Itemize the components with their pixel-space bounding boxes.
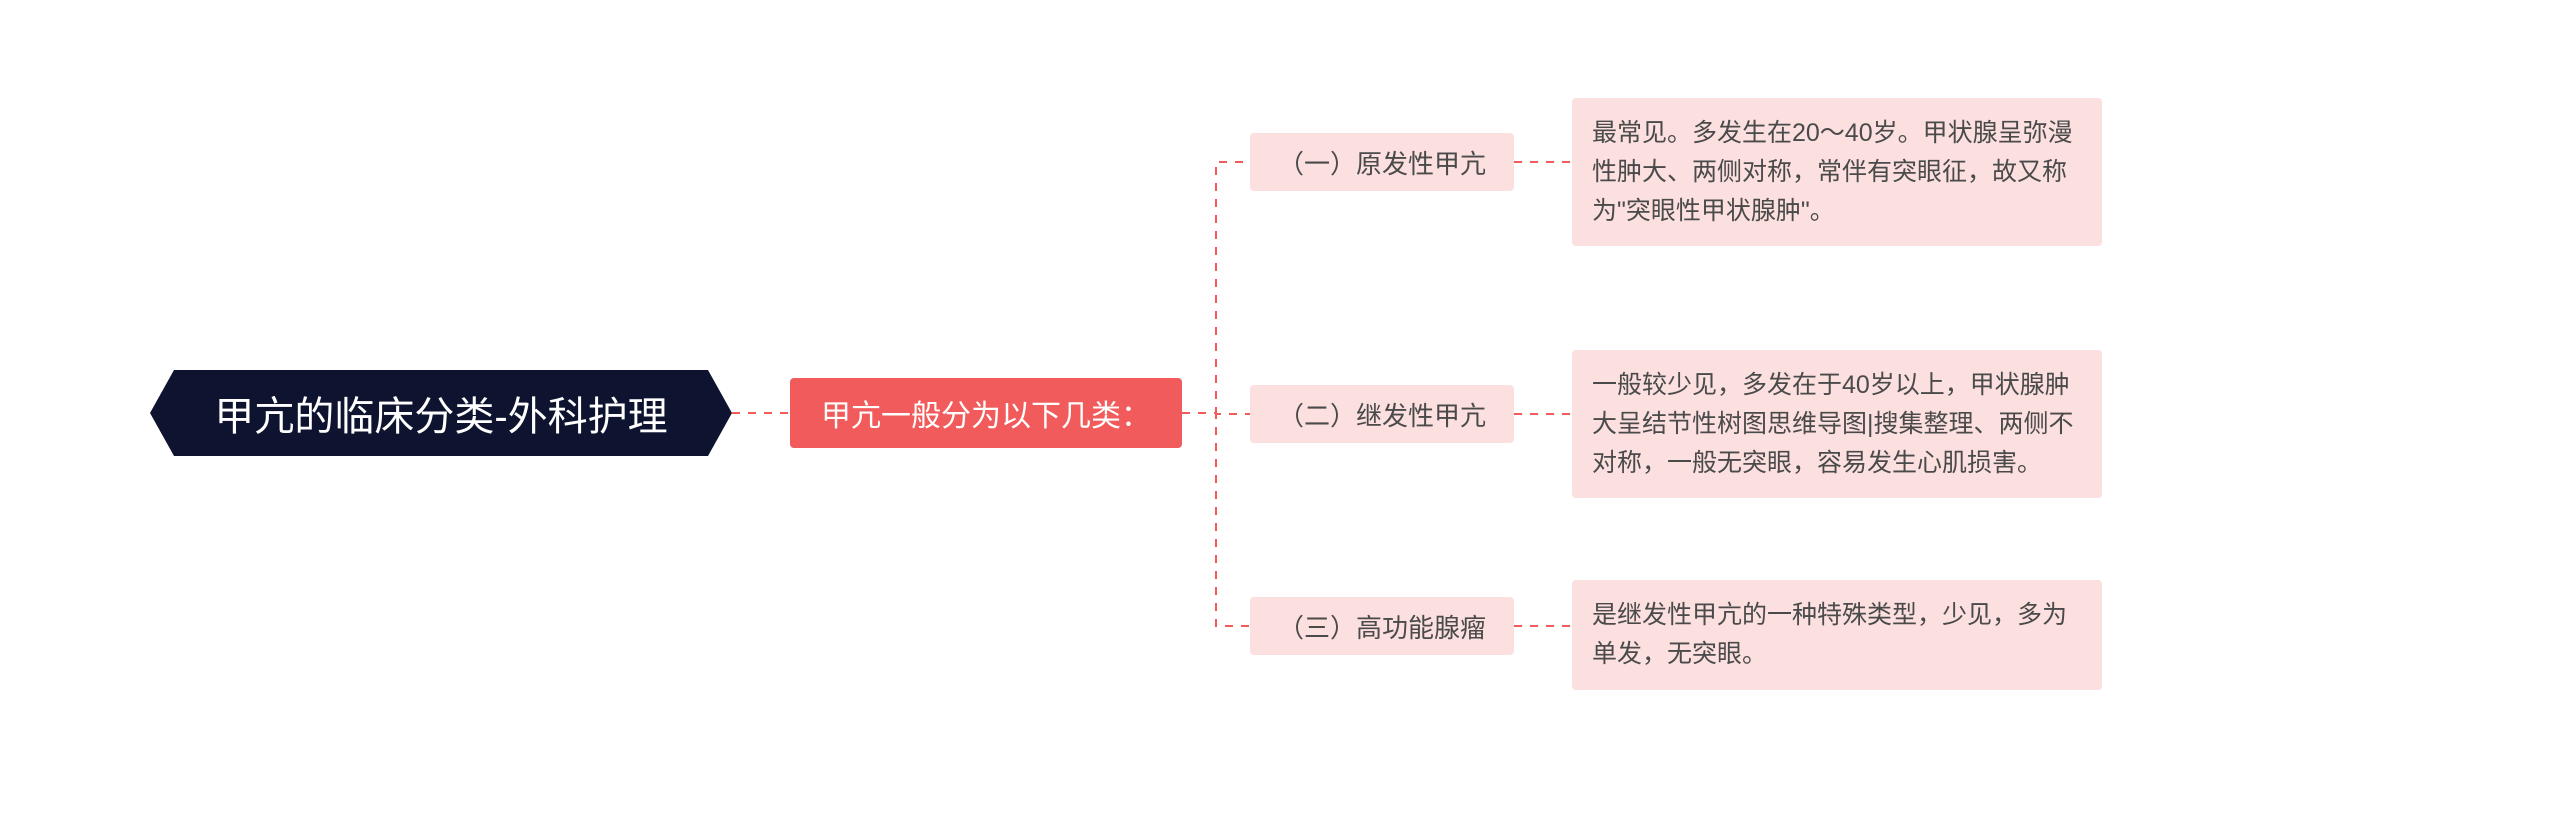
level2-label: （一）原发性甲亢 [1278,144,1486,181]
level2-node: （三）高功能腺瘤 [1250,597,1514,655]
level2-node: （二）继发性甲亢 [1250,385,1514,443]
level2-node: （一）原发性甲亢 [1250,133,1514,191]
level3-label: 最常见。多发生在20～40岁。甲状腺呈弥漫性肿大、两侧对称，常伴有突眼征，故又称… [1592,114,2082,230]
level3-node: 最常见。多发生在20～40岁。甲状腺呈弥漫性肿大、两侧对称，常伴有突眼征，故又称… [1572,98,2102,246]
root-node: 甲亢的临床分类-外科护理 [150,370,732,456]
root-label: 甲亢的临床分类-外科护理 [214,384,667,442]
level1-node: 甲亢一般分为以下几类： [790,378,1182,448]
level1-label: 甲亢一般分为以下几类： [821,391,1151,435]
level3-label: 是继发性甲亢的一种特殊类型，少见，多为单发，无突眼。 [1592,596,2082,674]
level3-label: 一般较少见，多发在于40岁以上，甲状腺肿大呈结节性树图思维导图|搜集整理、两侧不… [1592,366,2082,482]
level3-node: 是继发性甲亢的一种特殊类型，少见，多为单发，无突眼。 [1572,580,2102,690]
level3-node: 一般较少见，多发在于40岁以上，甲状腺肿大呈结节性树图思维导图|搜集整理、两侧不… [1572,350,2102,498]
level2-label: （三）高功能腺瘤 [1278,608,1486,645]
level2-label: （二）继发性甲亢 [1278,396,1486,433]
